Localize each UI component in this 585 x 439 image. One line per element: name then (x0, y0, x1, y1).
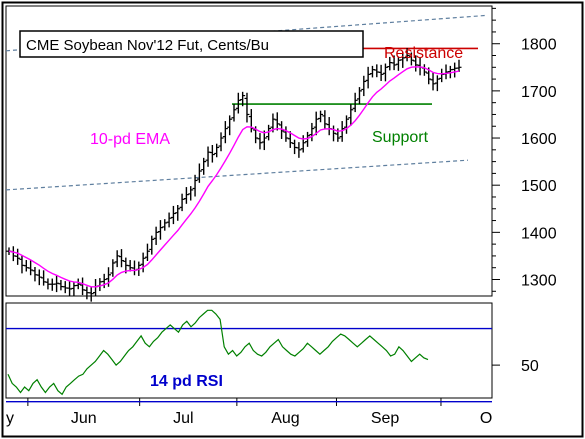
ohlc-bar (434, 75, 440, 92)
ohlc-bar (365, 66, 371, 89)
ohlc-bar (391, 55, 397, 71)
x-tick-label: Sep (371, 410, 400, 427)
ohlc-bar (119, 249, 124, 268)
rsi-bands (6, 327, 492, 403)
ohlc-bar (179, 193, 185, 212)
ohlc-bar (36, 269, 42, 286)
ohlc-bar (361, 75, 367, 97)
ohlc-bar (15, 248, 21, 265)
ohlc-bar (214, 143, 220, 158)
price-tick-label: 1400 (521, 225, 557, 242)
ohlc-bar (313, 111, 319, 136)
ema-label: 10-pd EMA (90, 131, 170, 148)
rsi-tick-label: 50 (521, 358, 539, 375)
resistance-label: Resistance (384, 45, 463, 62)
ohlc-bars (6, 47, 462, 302)
ema-line (8, 66, 460, 288)
ohlc-bar (188, 186, 194, 201)
ema-series (8, 66, 460, 288)
ohlc-bar (175, 204, 181, 221)
price-tick-label: 1700 (521, 84, 557, 101)
rsi-label: 14 pd RSI (150, 373, 223, 390)
price-tick-label: 1500 (521, 178, 557, 195)
ohlc-bar (157, 220, 163, 240)
ohlc-bar (257, 133, 263, 150)
price-tick-label: 1800 (521, 37, 557, 54)
ohlc-bar (456, 59, 462, 72)
ohlc-bar (318, 110, 324, 123)
ohlc-bar (274, 112, 280, 131)
x-tick-label: O (480, 410, 492, 427)
ohlc-bar (322, 110, 328, 130)
ohlc-bar (183, 187, 189, 204)
ohlc-bar (356, 87, 362, 105)
ohlc-bar (144, 243, 150, 261)
ohlc-bar (231, 104, 237, 122)
ohlc-bar (309, 122, 315, 142)
ohlc-bar (382, 63, 388, 82)
ohlc-bar (149, 235, 155, 255)
ohlc-bar (153, 226, 159, 245)
ohlc-bar (201, 157, 207, 175)
ohlc-bar (305, 131, 311, 147)
price-tick-label: 1300 (521, 272, 557, 289)
ohlc-bar (114, 250, 120, 268)
ohlc-bar (339, 121, 345, 142)
rsi-panel (5, 302, 493, 399)
ohlc-bar (279, 121, 285, 139)
ohlc-bar (348, 104, 354, 126)
x-ticks: y Jun Jul Aug Sep O (6, 398, 492, 427)
ohlc-bar (209, 144, 215, 163)
ohlc-bar (300, 135, 306, 153)
ohlc-bar (261, 130, 267, 151)
ohlc-bar (378, 64, 384, 81)
ohlc-bar (344, 115, 349, 134)
ohlc-bar (227, 115, 233, 136)
lower-trendline (5, 159, 469, 191)
ohlc-bar (240, 91, 246, 107)
ohlc-bar (352, 92, 358, 113)
ohlc-bar (28, 260, 34, 276)
ohlc-bar (101, 273, 107, 289)
ohlc-bar (408, 52, 414, 66)
rsi-y-ticks: 50 (492, 358, 539, 375)
ohlc-bar (140, 252, 146, 273)
support-label: Support (372, 129, 429, 146)
ohlc-bar (244, 92, 250, 123)
ohlc-bar (222, 121, 228, 144)
ohlc-bar (162, 219, 168, 231)
price-tick-label: 1600 (521, 131, 557, 148)
ohlc-bar (166, 212, 172, 228)
ohlc-bar (170, 205, 176, 225)
ohlc-bar (287, 131, 293, 148)
chart-title: CME Soybean Nov'12 Fut, Cents/Bu (26, 37, 269, 54)
ohlc-bar (235, 92, 241, 114)
price-y-ticks: 1300 1400 1500 1600 1700 1800 (492, 7, 557, 292)
ohlc-bar (218, 132, 224, 152)
ohlc-bar (192, 174, 198, 197)
rsi-series (7, 309, 429, 396)
ohlc-bar (283, 126, 289, 142)
ohlc-bar (404, 47, 410, 62)
x-tick-label: y (6, 410, 14, 427)
ohlc-bar (110, 259, 116, 277)
rsi-line (7, 309, 429, 396)
title-box (19, 30, 364, 58)
ohlc-bar (430, 72, 436, 91)
ohlc-bar (75, 278, 81, 290)
x-tick-label: Jun (71, 410, 97, 427)
x-tick-label: Jul (173, 410, 193, 427)
ohlc-bar (196, 163, 202, 183)
ohlc-bar (296, 142, 302, 158)
x-tick-label: Aug (271, 410, 299, 427)
ohlc-bar (88, 287, 94, 302)
